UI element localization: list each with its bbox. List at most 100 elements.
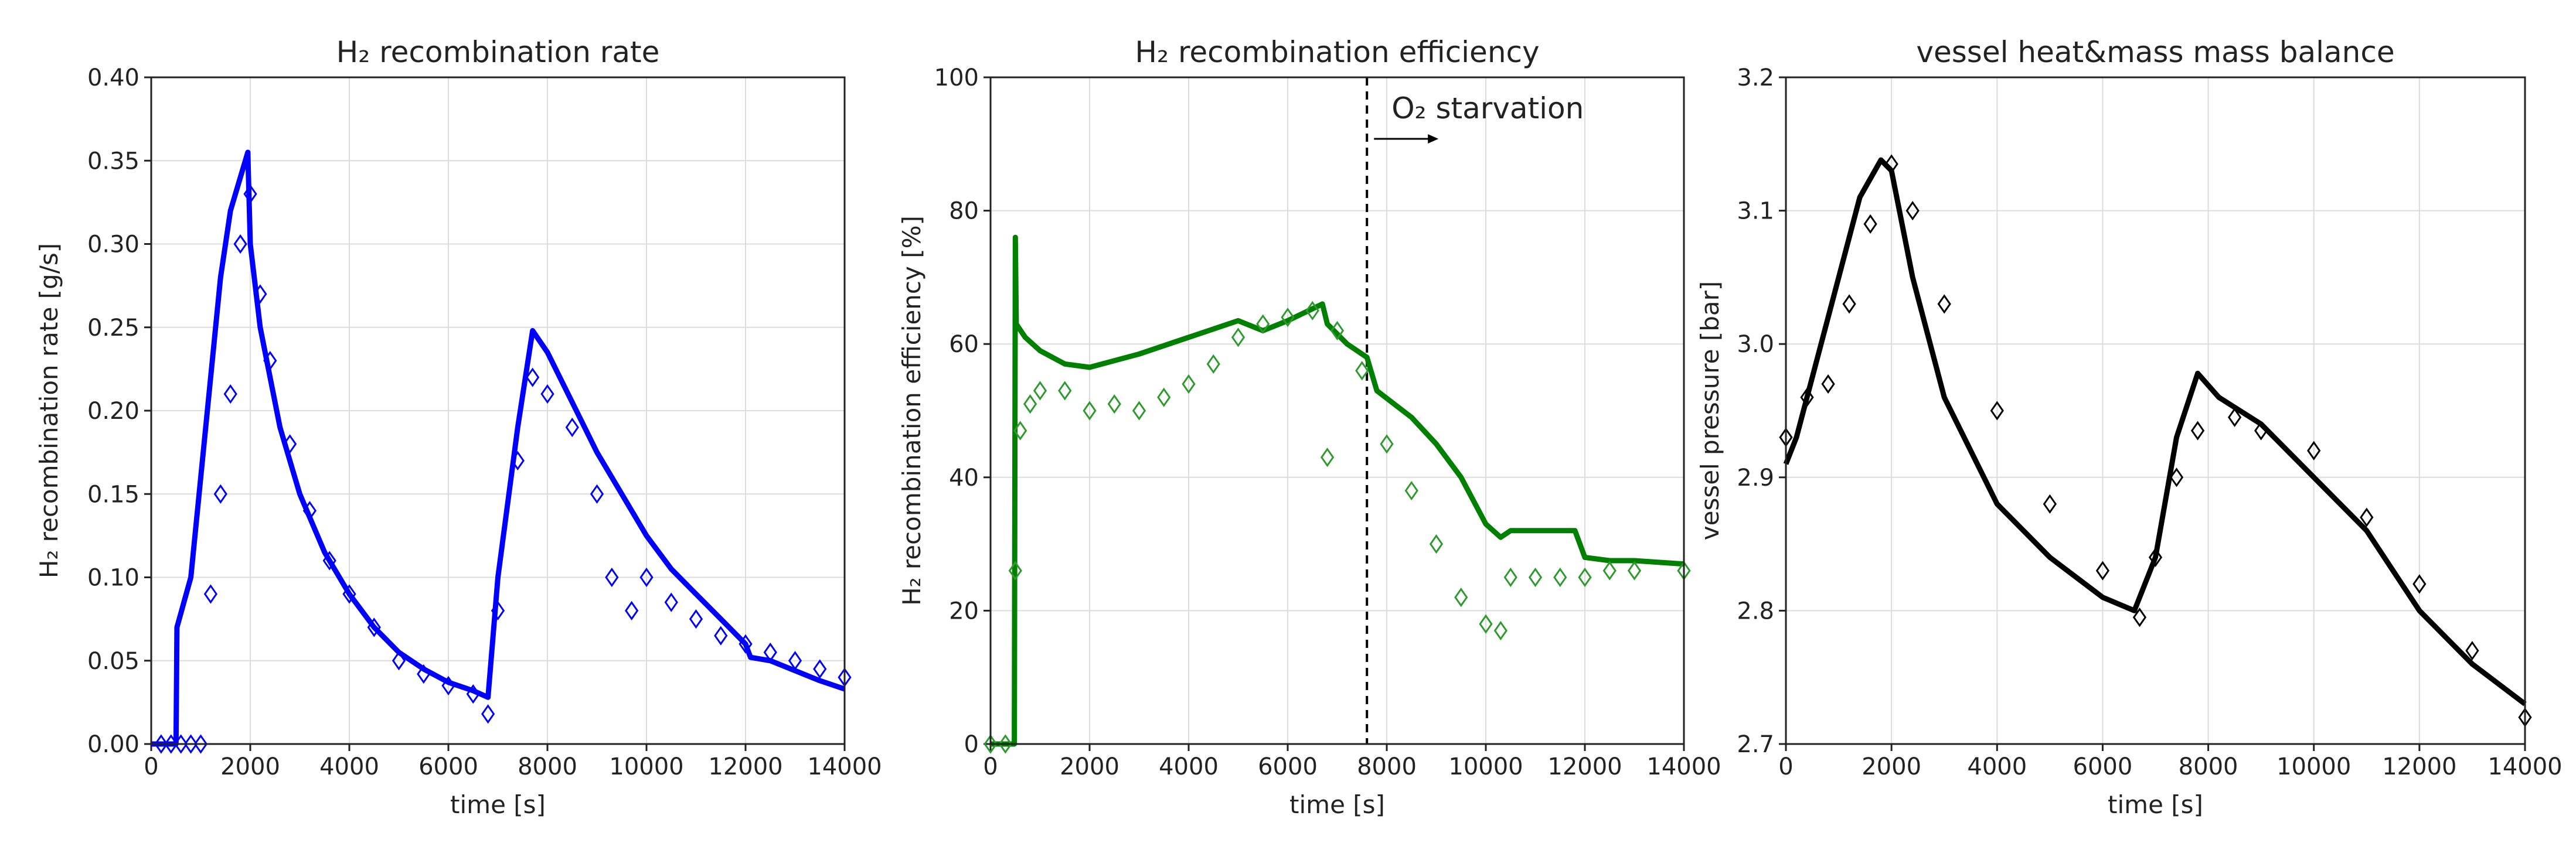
x-tick-label: 12000 bbox=[1547, 753, 1622, 780]
data-point bbox=[625, 600, 639, 621]
data-point bbox=[2132, 608, 2147, 627]
plot-frame bbox=[150, 76, 846, 745]
data-point bbox=[1429, 534, 1444, 554]
data-point bbox=[590, 484, 604, 504]
data-point bbox=[1033, 381, 1047, 401]
data-point bbox=[2465, 641, 2479, 661]
data-point bbox=[2043, 494, 2057, 514]
data-point bbox=[2190, 421, 2205, 441]
data-point bbox=[2227, 407, 2242, 427]
data-point bbox=[233, 234, 247, 254]
data-point bbox=[1281, 308, 1295, 327]
x-tick-label: 6000 bbox=[418, 753, 478, 780]
data-point bbox=[1023, 394, 1037, 414]
data-point bbox=[1528, 567, 1543, 588]
data-point bbox=[1905, 200, 1920, 221]
data-point bbox=[1990, 401, 2004, 421]
data-point bbox=[689, 609, 703, 629]
y-axis-label: H₂ recombination rate [g/s] bbox=[35, 243, 63, 578]
y-tick-label: 2.7 bbox=[1737, 731, 1774, 758]
data-point bbox=[1404, 480, 1418, 501]
data-point bbox=[788, 651, 802, 671]
data-point bbox=[322, 551, 336, 571]
data-point bbox=[164, 734, 178, 754]
x-tick-label: 8000 bbox=[1357, 753, 1417, 780]
data-point bbox=[1602, 561, 1617, 581]
x-tick-label: 6000 bbox=[1258, 753, 1318, 780]
x-tick-label: 4000 bbox=[1967, 753, 2027, 780]
x-tick-label: 2000 bbox=[220, 753, 280, 780]
annotation: O₂ starvation bbox=[1391, 91, 1584, 125]
plot-frame bbox=[1785, 76, 2526, 745]
data-point bbox=[441, 675, 455, 696]
data-point bbox=[639, 567, 654, 588]
y-tick-label: 0.15 bbox=[87, 481, 139, 508]
y-axis-label: vessel pressure [bar] bbox=[1696, 281, 1724, 541]
data-point bbox=[1008, 561, 1022, 581]
data-point bbox=[1578, 567, 1592, 588]
y-tick-label: 60 bbox=[949, 331, 979, 358]
x-axis-label: time [s] bbox=[2108, 790, 2203, 819]
data-point bbox=[763, 642, 777, 663]
data-point bbox=[1863, 214, 1877, 234]
data-point bbox=[1083, 401, 1097, 421]
data-point bbox=[1493, 620, 1508, 641]
data-point bbox=[1380, 434, 1394, 454]
data-point bbox=[1627, 561, 1642, 581]
data-point bbox=[466, 684, 480, 704]
chart-title: vessel heat&mass mass balance bbox=[1916, 35, 2394, 69]
chart-title: H₂ recombination rate bbox=[336, 35, 660, 69]
y-tick-label: 0 bbox=[964, 731, 979, 758]
x-tick-label: 10000 bbox=[609, 753, 683, 780]
data-point bbox=[367, 617, 381, 637]
y-tick-label: 40 bbox=[949, 465, 979, 492]
data-point bbox=[203, 584, 218, 604]
y-tick-label: 0.05 bbox=[87, 648, 139, 675]
data-point bbox=[2148, 547, 2163, 567]
data-point bbox=[984, 734, 998, 754]
x-tick-label: 4000 bbox=[1159, 753, 1219, 780]
data-point bbox=[1182, 374, 1196, 394]
data-point bbox=[1937, 294, 1951, 314]
data-point bbox=[183, 734, 198, 754]
data-point bbox=[283, 434, 297, 454]
y-tick-label: 0.40 bbox=[87, 64, 139, 91]
data-point bbox=[1256, 314, 1270, 334]
data-point bbox=[302, 501, 317, 521]
data-point bbox=[223, 384, 237, 404]
data-point bbox=[2254, 421, 2268, 441]
x-tick-label: 14000 bbox=[1646, 753, 1721, 780]
data-point bbox=[1503, 567, 1517, 588]
data-point bbox=[1013, 421, 1027, 441]
data-point bbox=[1132, 401, 1146, 421]
plot-frame bbox=[989, 76, 1685, 745]
arrow-head bbox=[1428, 134, 1439, 144]
x-tick-label: 0 bbox=[144, 753, 158, 780]
x-tick-label: 10000 bbox=[1448, 753, 1523, 780]
y-tick-label: 20 bbox=[949, 598, 979, 624]
data-point bbox=[174, 734, 188, 754]
data-point bbox=[1454, 588, 1468, 608]
y-tick-label: 2.9 bbox=[1737, 465, 1774, 492]
data-point bbox=[342, 584, 356, 604]
data-point bbox=[739, 634, 753, 654]
data-point bbox=[193, 734, 208, 754]
data-point bbox=[243, 184, 257, 204]
data-point bbox=[1355, 361, 1369, 381]
data-point bbox=[998, 734, 1012, 754]
data-point bbox=[392, 651, 406, 671]
y-tick-label: 0.35 bbox=[87, 148, 139, 175]
data-point bbox=[1821, 374, 1835, 394]
x-tick-label: 12000 bbox=[2382, 753, 2456, 780]
data-point bbox=[2360, 507, 2374, 527]
data-point bbox=[714, 626, 728, 646]
y-tick-label: 80 bbox=[949, 198, 979, 225]
y-tick-label: 0.25 bbox=[87, 315, 139, 342]
data-point bbox=[213, 484, 227, 504]
x-axis-label: time [s] bbox=[450, 790, 546, 819]
y-tick-label: 0.10 bbox=[87, 565, 139, 592]
data-point bbox=[2095, 561, 2110, 581]
x-tick-label: 0 bbox=[1778, 753, 1793, 780]
series-line bbox=[991, 234, 1685, 747]
